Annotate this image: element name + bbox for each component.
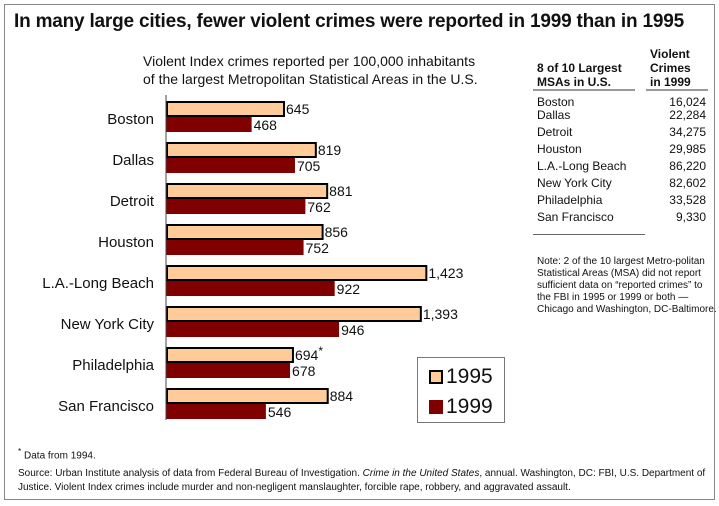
value-label-1999-1: 705 [297, 158, 321, 174]
subtitle-line-1: Violent Index crimes reported per 100,00… [143, 53, 476, 69]
bar-1995-5 [166, 306, 422, 322]
bar-1999-4 [166, 281, 335, 296]
table-value-6: 33,528 [669, 193, 706, 207]
table-header-rule-city [533, 89, 635, 91]
value-label-1999-2: 762 [307, 199, 331, 215]
legend-swatch-1995 [429, 370, 443, 384]
chart-subtitle: Violent Index crimes reported per 100,00… [143, 52, 503, 88]
bar-1995-4 [166, 265, 428, 281]
value-label-1995-7: 884 [330, 388, 354, 404]
table-city-0: Boston [537, 95, 575, 109]
table-value-7: 9,330 [675, 210, 706, 224]
bar-1995-7 [166, 388, 329, 404]
value-label-1995-4: 1,423 [428, 265, 463, 281]
footnote-asterisk: * [318, 344, 323, 358]
legend-swatch-1999 [429, 400, 443, 414]
chart-title: In many large cities, fewer violent crim… [14, 11, 684, 32]
table-header-city: 8 of 10 Largest MSAs in U.S. [537, 61, 622, 89]
bar-1999-5 [166, 322, 340, 337]
category-label-0: Boston [107, 111, 154, 128]
bar-1995-6 [166, 347, 294, 363]
table-value-4: 86,220 [669, 159, 706, 173]
value-label-1995-3: 856 [325, 224, 349, 240]
table-value-0: 16,024 [669, 95, 706, 109]
category-label-7: San Francisco [58, 398, 154, 415]
category-label-1: Dallas [112, 152, 154, 169]
table-header-value-line-1: Violent [650, 47, 690, 61]
table-header-value-line-2: Crimes [650, 61, 691, 75]
table-city-5: New York City [537, 176, 612, 190]
footnote-text: Data from 1994. [21, 450, 96, 462]
table-city-6: Philadelphia [537, 193, 603, 207]
value-label-1999-4: 922 [337, 281, 361, 297]
value-label-1995-2: 881 [329, 183, 353, 199]
table-header-rule-value [646, 89, 708, 91]
source-part-2: , annual. Washington, DC: FBI, U.S. Depa… [18, 468, 706, 493]
bar-1999-1 [166, 158, 295, 173]
legend-label-1999: 1999 [446, 395, 493, 418]
table-header-city-line-1: 8 of 10 Largest [537, 61, 622, 75]
bar-1995-3 [166, 224, 324, 240]
value-label-1999-5: 946 [341, 322, 365, 338]
legend-item-1999: 1999 [429, 395, 493, 419]
category-label-4: L.A.-Long Beach [42, 275, 154, 292]
table-value-1: 22,284 [669, 108, 706, 122]
note-text: Note: 2 of the 10 largest Metro-politan … [537, 256, 717, 315]
table-value-3: 29,985 [669, 142, 706, 156]
table-bottom-rule [533, 234, 645, 235]
value-label-1999-3: 752 [306, 240, 330, 256]
table-city-1: Dallas [537, 108, 571, 122]
footnote-marker: * [18, 446, 22, 456]
category-label-6: Philadelphia [72, 357, 154, 374]
value-label-1999-6: 678 [292, 363, 316, 379]
legend-label-1995: 1995 [446, 365, 493, 388]
value-label-1995-5: 1,393 [423, 306, 458, 322]
table-city-4: L.A.-Long Beach [537, 159, 627, 173]
footnote: * Data from 1994. [18, 446, 96, 461]
source-text: Source: Urban Institute analysis of data… [18, 467, 718, 495]
value-label-1999-7: 546 [268, 404, 292, 420]
value-label-1999-0: 468 [254, 117, 278, 133]
table-header-city-line-2: MSAs in U.S. [537, 75, 612, 89]
bar-1999-2 [166, 199, 306, 214]
table-value-5: 82,602 [669, 176, 706, 190]
category-label-2: Detroit [110, 193, 155, 210]
table-header-value: Violent Crimes in 1999 [650, 47, 691, 89]
table-header-value-line-3: in 1999 [650, 75, 691, 89]
source-part-1: Source: Urban Institute analysis of data… [18, 468, 363, 479]
table-city-7: San Francisco [537, 210, 614, 224]
value-label-1995-0: 645 [286, 101, 310, 117]
category-label-5: New York City [61, 316, 155, 333]
table-value-2: 34,275 [669, 125, 706, 139]
bar-1999-7 [166, 404, 266, 419]
legend-item-1995: 1995 [429, 365, 493, 389]
bar-1995-2 [166, 183, 329, 199]
chart-legend: 1995 1999 [417, 357, 505, 423]
table-city-2: Detroit [537, 125, 573, 139]
table-city-3: Houston [537, 142, 582, 156]
source-publication-title: Crime in the United States [362, 468, 480, 479]
bar-1999-3 [166, 240, 304, 255]
bar-1995-1 [166, 142, 317, 158]
bar-1999-0 [166, 117, 252, 132]
bar-1999-6 [166, 363, 291, 378]
subtitle-line-2: of the largest Metropolitan Statistical … [143, 71, 478, 87]
category-label-3: Houston [98, 234, 154, 251]
figure-frame [4, 4, 715, 500]
value-label-1995-1: 819 [318, 142, 342, 158]
value-label-1995-6: 694* [295, 344, 323, 363]
bar-1995-0 [166, 101, 285, 117]
